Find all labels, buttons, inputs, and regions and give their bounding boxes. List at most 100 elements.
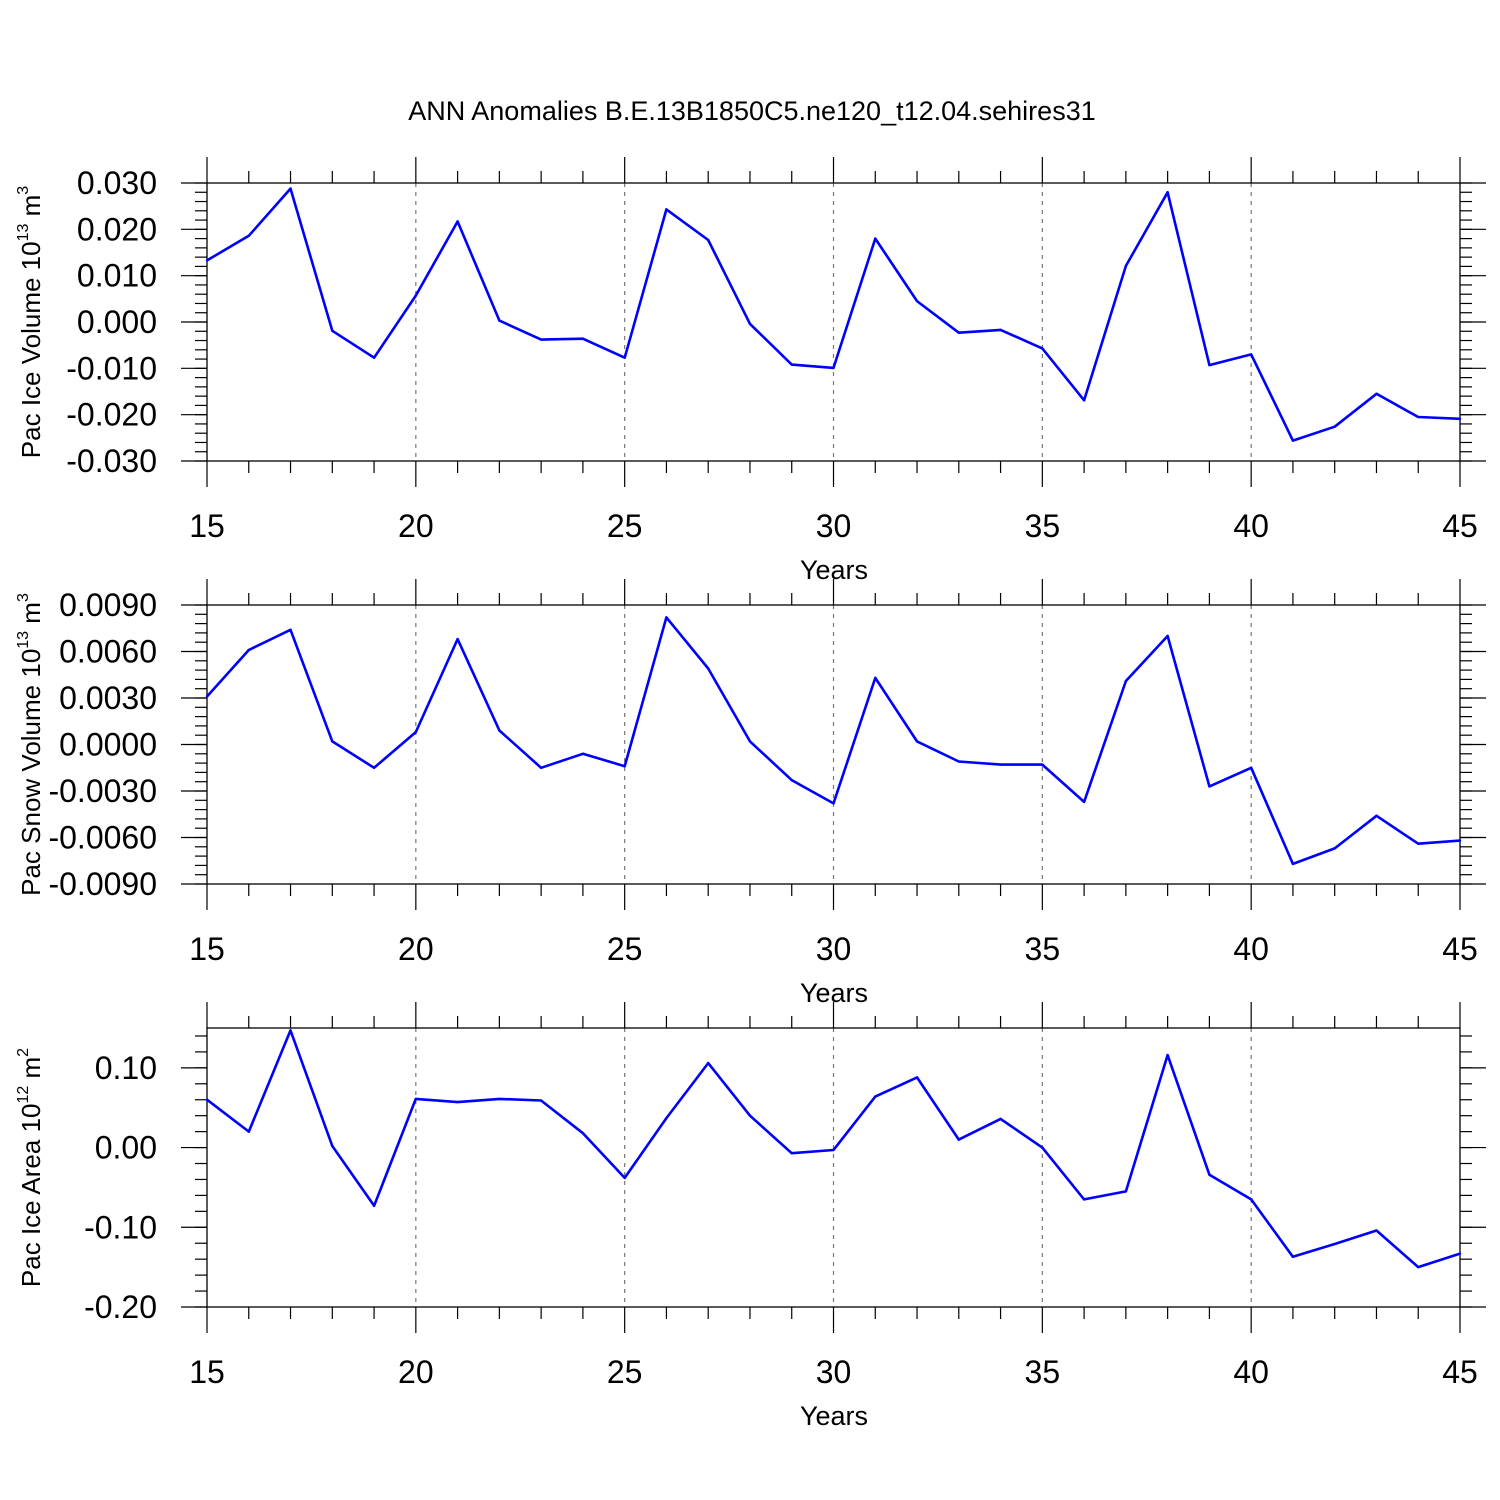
data-point — [790, 363, 793, 366]
data-point — [372, 1204, 376, 1207]
data-point — [915, 740, 919, 743]
panel-3: 15 20 25 30 35 40 45 Years 0.10 0.00 -0.10 -0.20 Pac… — [15, 1002, 1486, 1431]
y-tick-label: 0.0090 — [59, 587, 157, 623]
data-point — [1458, 1252, 1462, 1255]
data-point — [623, 356, 626, 359]
data-point — [581, 752, 585, 755]
data-point — [1124, 679, 1128, 683]
x-tick-label: 30 — [816, 508, 852, 544]
y-tick-label: -0.0030 — [48, 773, 157, 809]
data-point — [1082, 800, 1086, 804]
y-axis-title: Pac Ice Area 1012 m2 — [15, 1048, 46, 1287]
data-point — [999, 328, 1002, 332]
data-point — [874, 237, 877, 240]
data-point — [790, 1151, 793, 1155]
x-tick-label: 45 — [1442, 508, 1478, 544]
data-point — [247, 1130, 250, 1133]
x-tick-label: 20 — [398, 508, 434, 544]
x-tick-label: 45 — [1442, 931, 1478, 967]
data-point — [707, 238, 710, 242]
data-point — [1375, 814, 1378, 817]
data-point — [665, 208, 668, 211]
y-tick-label: -0.010 — [66, 350, 157, 386]
data-point — [790, 778, 793, 782]
data-point — [289, 628, 292, 631]
data-point — [999, 763, 1002, 766]
data-point — [915, 1076, 919, 1079]
y-tick-label: -0.20 — [84, 1289, 157, 1325]
y-tick-label: -0.10 — [84, 1209, 157, 1245]
data-point — [289, 187, 292, 190]
y-tick-label: 0.0030 — [59, 680, 157, 716]
data-point — [247, 234, 250, 238]
data-point — [205, 1098, 209, 1101]
y-tick-label: 0.010 — [77, 258, 157, 294]
data-point — [1458, 417, 1462, 421]
data-point — [372, 766, 376, 769]
data-point — [623, 1176, 626, 1180]
y-tick-label: 0.000 — [77, 304, 157, 340]
data-point — [498, 729, 501, 732]
panels: 15 20 25 30 35 40 45 Years 0.030 0.020 0.010 0.000 -… — [15, 157, 1486, 1431]
data-point — [1333, 425, 1336, 428]
data-point — [498, 319, 501, 322]
data-point — [832, 1148, 835, 1152]
y-tick-label: -0.030 — [66, 443, 157, 479]
data-point — [707, 667, 710, 670]
data-point — [456, 1100, 459, 1104]
y-tick-label: -0.0060 — [48, 820, 157, 856]
x-tick-label: 35 — [1025, 508, 1061, 544]
y-tick-label: 0.030 — [77, 165, 157, 201]
data-point — [1208, 363, 1211, 367]
data-point — [1082, 1198, 1086, 1201]
data-point — [1333, 1242, 1336, 1246]
data-point — [331, 1144, 334, 1148]
data-point — [1166, 191, 1169, 194]
panel-1: 15 20 25 30 35 40 45Years0.0300.0200.0100.000-… — [15, 157, 1486, 585]
data-point — [748, 1114, 752, 1117]
data-point — [1375, 1229, 1378, 1232]
x-tick-label: 30 — [816, 931, 852, 967]
data-point — [247, 648, 250, 652]
data-point — [832, 802, 835, 805]
data-point — [1249, 1198, 1253, 1201]
y-axis-title: Pac Ice Volume 1013 m3 — [15, 186, 46, 459]
data-point — [372, 356, 376, 359]
data-point — [1333, 847, 1336, 850]
x-tick-label: 35 — [1025, 931, 1061, 967]
data-point — [1041, 1146, 1044, 1149]
data-point — [456, 220, 459, 223]
data-point — [414, 730, 418, 734]
x-tick-label: 25 — [607, 931, 643, 967]
data-point — [1291, 439, 1295, 442]
data-point — [1124, 264, 1128, 268]
x-tick-label: 40 — [1233, 1354, 1269, 1390]
y-tick-label: 0.020 — [77, 211, 157, 247]
data-point — [999, 1117, 1002, 1121]
data-point — [915, 299, 919, 303]
data-point — [456, 637, 459, 641]
data-point — [1417, 842, 1420, 845]
x-tick-label: 15 — [189, 1354, 225, 1390]
data-point — [498, 1097, 501, 1101]
data-point — [1417, 415, 1420, 419]
data-point — [1417, 1265, 1420, 1269]
y-tick-label: -0.0090 — [48, 866, 157, 902]
data-point — [874, 1095, 877, 1098]
x-axis-title: Years — [800, 1401, 868, 1431]
x-tick-label: 20 — [398, 931, 434, 967]
data-point — [289, 1029, 292, 1032]
data-point — [623, 765, 626, 768]
x-tick-label: 40 — [1233, 508, 1269, 544]
data-point — [832, 366, 835, 370]
data-point — [1458, 839, 1462, 842]
x-tick-label: 20 — [398, 1354, 434, 1390]
data-point — [957, 1138, 960, 1141]
data-point — [1166, 634, 1169, 638]
y-tick-label: 0.0000 — [59, 727, 157, 763]
y-axis-title: Pac Snow Volume 1013 m3 — [15, 593, 46, 896]
chart-title: ANN Anomalies B.E.13B1850C5.ne120_t12.04… — [408, 96, 1095, 126]
y-tick-label: 0.0060 — [59, 634, 157, 670]
data-point — [957, 331, 960, 334]
